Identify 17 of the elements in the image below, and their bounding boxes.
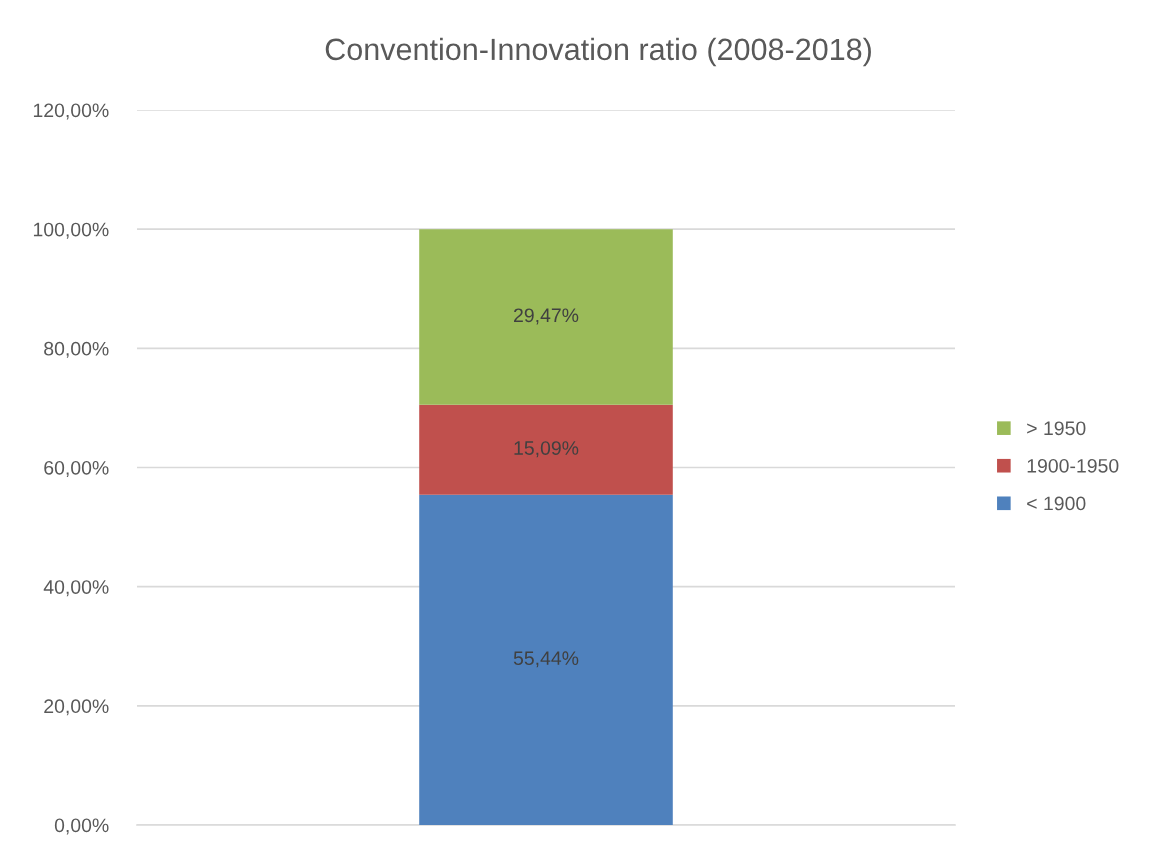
bar bbox=[419, 229, 673, 405]
data-label: 29,47% bbox=[514, 308, 579, 325]
bar bbox=[419, 404, 673, 495]
legend-label: > 1950 bbox=[1027, 421, 1086, 436]
legend-label: 1900-1950 bbox=[1027, 458, 1119, 473]
y-tick-label: 20,00% bbox=[44, 699, 109, 716]
y-tick-label: 40,00% bbox=[43, 580, 109, 597]
y-tick-label: 80,00% bbox=[44, 341, 109, 358]
legend-label: < 1900 bbox=[1027, 496, 1086, 511]
bar bbox=[419, 494, 673, 825]
chart-title: Convention-Innovation ratio (2008-2018) bbox=[325, 37, 871, 67]
y-tick-label: 100,00% bbox=[33, 222, 109, 239]
data-label: 55,44% bbox=[513, 651, 579, 668]
y-tick-label: 0,00% bbox=[54, 818, 109, 835]
y-tick-label: 60,00% bbox=[44, 460, 109, 478]
y-tick-label: 120,00% bbox=[33, 103, 109, 120]
data-label: 15,09% bbox=[514, 441, 579, 458]
